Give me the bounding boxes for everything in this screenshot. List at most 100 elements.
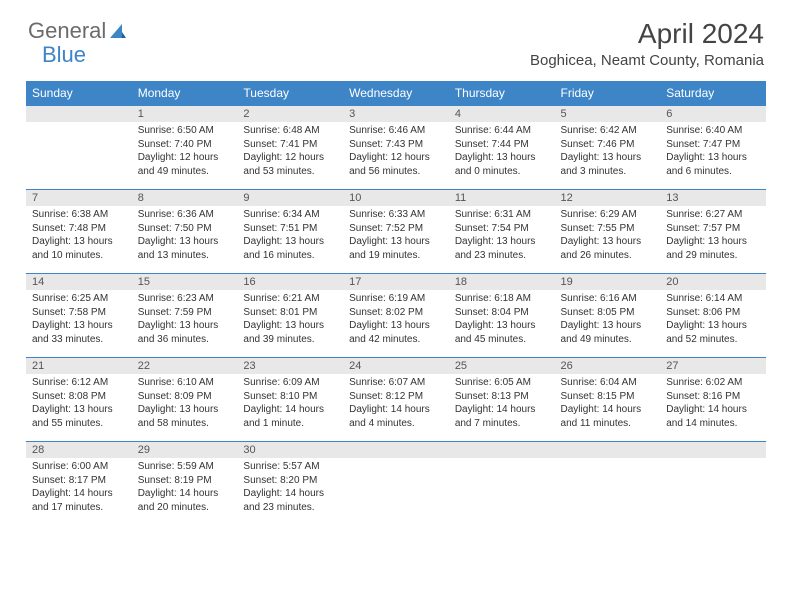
sunset-line: Sunset: 8:17 PM: [32, 474, 126, 488]
daylight-line: Daylight: 13 hours and 52 minutes.: [666, 319, 760, 346]
day-details: Sunrise: 6:18 AMSunset: 8:04 PMDaylight:…: [449, 290, 555, 350]
sunrise-line: Sunrise: 6:31 AM: [455, 208, 549, 222]
day-number-bar: 22: [132, 357, 238, 374]
sunrise-line: Sunrise: 6:34 AM: [243, 208, 337, 222]
day-details: Sunrise: 6:40 AMSunset: 7:47 PMDaylight:…: [660, 122, 766, 182]
daylight-line: Daylight: 14 hours and 1 minute.: [243, 403, 337, 430]
sunset-line: Sunset: 7:57 PM: [666, 222, 760, 236]
day-details: Sunrise: 6:31 AMSunset: 7:54 PMDaylight:…: [449, 206, 555, 266]
daylight-line: Daylight: 14 hours and 14 minutes.: [666, 403, 760, 430]
sunset-line: Sunset: 8:12 PM: [349, 390, 443, 404]
sunset-line: Sunset: 7:47 PM: [666, 138, 760, 152]
sunset-line: Sunset: 8:13 PM: [455, 390, 549, 404]
day-number-bar-empty: [343, 441, 449, 458]
sunset-line: Sunset: 7:48 PM: [32, 222, 126, 236]
day-details: Sunrise: 6:21 AMSunset: 8:01 PMDaylight:…: [237, 290, 343, 350]
sunrise-line: Sunrise: 6:29 AM: [561, 208, 655, 222]
sunrise-line: Sunrise: 6:38 AM: [32, 208, 126, 222]
daylight-line: Daylight: 13 hours and 13 minutes.: [138, 235, 232, 262]
sunset-line: Sunset: 8:19 PM: [138, 474, 232, 488]
header: General Blue April 2024 Boghicea, Neamt …: [0, 0, 792, 75]
daylight-line: Daylight: 13 hours and 3 minutes.: [561, 151, 655, 178]
daylight-line: Daylight: 13 hours and 49 minutes.: [561, 319, 655, 346]
sunrise-line: Sunrise: 6:36 AM: [138, 208, 232, 222]
sunset-line: Sunset: 8:15 PM: [561, 390, 655, 404]
calendar-day-cell: 15Sunrise: 6:23 AMSunset: 7:59 PMDayligh…: [132, 273, 238, 357]
sunset-line: Sunset: 7:46 PM: [561, 138, 655, 152]
day-details: Sunrise: 6:19 AMSunset: 8:02 PMDaylight:…: [343, 290, 449, 350]
day-number-bar: 24: [343, 357, 449, 374]
daylight-line: Daylight: 13 hours and 26 minutes.: [561, 235, 655, 262]
weekday-header: Sunday: [26, 81, 132, 105]
daylight-line: Daylight: 13 hours and 10 minutes.: [32, 235, 126, 262]
daylight-line: Daylight: 14 hours and 23 minutes.: [243, 487, 337, 514]
daylight-line: Daylight: 12 hours and 49 minutes.: [138, 151, 232, 178]
day-number-bar: 11: [449, 189, 555, 206]
calendar-week-row: 1Sunrise: 6:50 AMSunset: 7:40 PMDaylight…: [26, 105, 766, 189]
day-number-bar: 16: [237, 273, 343, 290]
calendar-day-cell: 23Sunrise: 6:09 AMSunset: 8:10 PMDayligh…: [237, 357, 343, 441]
day-details: Sunrise: 6:09 AMSunset: 8:10 PMDaylight:…: [237, 374, 343, 434]
daylight-line: Daylight: 13 hours and 55 minutes.: [32, 403, 126, 430]
day-number-bar: 26: [555, 357, 661, 374]
day-details: Sunrise: 6:16 AMSunset: 8:05 PMDaylight:…: [555, 290, 661, 350]
calendar-day-cell: 27Sunrise: 6:02 AMSunset: 8:16 PMDayligh…: [660, 357, 766, 441]
calendar-table: SundayMondayTuesdayWednesdayThursdayFrid…: [26, 81, 766, 525]
day-number-bar: 17: [343, 273, 449, 290]
day-details: Sunrise: 6:42 AMSunset: 7:46 PMDaylight:…: [555, 122, 661, 182]
day-details: Sunrise: 6:33 AMSunset: 7:52 PMDaylight:…: [343, 206, 449, 266]
day-number-bar: 7: [26, 189, 132, 206]
sunset-line: Sunset: 7:51 PM: [243, 222, 337, 236]
sunrise-line: Sunrise: 6:44 AM: [455, 124, 549, 138]
sunrise-line: Sunrise: 6:21 AM: [243, 292, 337, 306]
sunset-line: Sunset: 8:04 PM: [455, 306, 549, 320]
day-details: Sunrise: 6:29 AMSunset: 7:55 PMDaylight:…: [555, 206, 661, 266]
day-number-bar: 10: [343, 189, 449, 206]
calendar-week-row: 14Sunrise: 6:25 AMSunset: 7:58 PMDayligh…: [26, 273, 766, 357]
calendar-day-cell: [343, 441, 449, 525]
day-details: Sunrise: 6:02 AMSunset: 8:16 PMDaylight:…: [660, 374, 766, 434]
daylight-line: Daylight: 13 hours and 36 minutes.: [138, 319, 232, 346]
day-details: Sunrise: 6:10 AMSunset: 8:09 PMDaylight:…: [132, 374, 238, 434]
day-number-bar-empty: [449, 441, 555, 458]
calendar-day-cell: 24Sunrise: 6:07 AMSunset: 8:12 PMDayligh…: [343, 357, 449, 441]
sunset-line: Sunset: 7:43 PM: [349, 138, 443, 152]
calendar-day-cell: [660, 441, 766, 525]
sunrise-line: Sunrise: 6:25 AM: [32, 292, 126, 306]
daylight-line: Daylight: 12 hours and 56 minutes.: [349, 151, 443, 178]
sunset-line: Sunset: 7:55 PM: [561, 222, 655, 236]
day-number-bar: 13: [660, 189, 766, 206]
logo: General Blue: [28, 18, 128, 44]
day-number-bar: 4: [449, 105, 555, 122]
day-number-bar: 25: [449, 357, 555, 374]
location: Boghicea, Neamt County, Romania: [530, 52, 764, 69]
sunrise-line: Sunrise: 6:09 AM: [243, 376, 337, 390]
calendar-day-cell: 8Sunrise: 6:36 AMSunset: 7:50 PMDaylight…: [132, 189, 238, 273]
calendar-day-cell: 30Sunrise: 5:57 AMSunset: 8:20 PMDayligh…: [237, 441, 343, 525]
sunset-line: Sunset: 8:09 PM: [138, 390, 232, 404]
day-details: Sunrise: 6:04 AMSunset: 8:15 PMDaylight:…: [555, 374, 661, 434]
calendar-day-cell: 22Sunrise: 6:10 AMSunset: 8:09 PMDayligh…: [132, 357, 238, 441]
sunrise-line: Sunrise: 6:14 AM: [666, 292, 760, 306]
sunrise-line: Sunrise: 6:00 AM: [32, 460, 126, 474]
day-number-bar: 18: [449, 273, 555, 290]
day-number-bar: 20: [660, 273, 766, 290]
day-details: Sunrise: 6:25 AMSunset: 7:58 PMDaylight:…: [26, 290, 132, 350]
calendar-day-cell: [449, 441, 555, 525]
day-details: Sunrise: 6:05 AMSunset: 8:13 PMDaylight:…: [449, 374, 555, 434]
calendar-day-cell: 9Sunrise: 6:34 AMSunset: 7:51 PMDaylight…: [237, 189, 343, 273]
sunrise-line: Sunrise: 6:40 AM: [666, 124, 760, 138]
day-details: Sunrise: 6:14 AMSunset: 8:06 PMDaylight:…: [660, 290, 766, 350]
day-number-bar: 12: [555, 189, 661, 206]
sunset-line: Sunset: 8:05 PM: [561, 306, 655, 320]
day-number-bar: 21: [26, 357, 132, 374]
calendar-week-row: 28Sunrise: 6:00 AMSunset: 8:17 PMDayligh…: [26, 441, 766, 525]
sunrise-line: Sunrise: 6:05 AM: [455, 376, 549, 390]
day-number-bar-empty: [660, 441, 766, 458]
day-details: Sunrise: 6:44 AMSunset: 7:44 PMDaylight:…: [449, 122, 555, 182]
day-details: Sunrise: 6:12 AMSunset: 8:08 PMDaylight:…: [26, 374, 132, 434]
daylight-line: Daylight: 14 hours and 7 minutes.: [455, 403, 549, 430]
sunrise-line: Sunrise: 6:33 AM: [349, 208, 443, 222]
calendar-day-cell: 17Sunrise: 6:19 AMSunset: 8:02 PMDayligh…: [343, 273, 449, 357]
daylight-line: Daylight: 13 hours and 16 minutes.: [243, 235, 337, 262]
